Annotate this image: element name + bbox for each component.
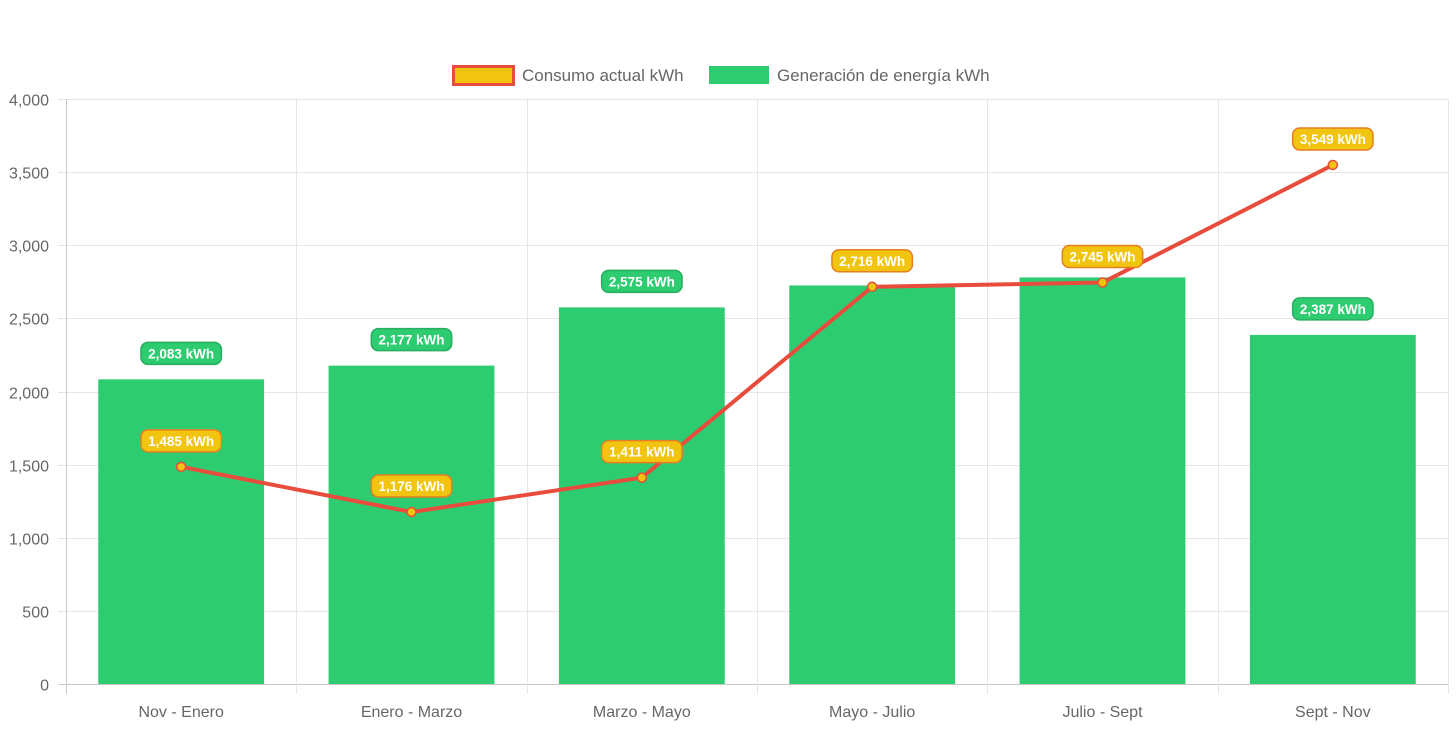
data-label-generacion-text: 2,177 kWh [378, 333, 444, 348]
data-label-generacion-text: 2,083 kWh [148, 346, 214, 361]
data-label-consumo-box [831, 249, 914, 273]
y-tick-label: 1,000 [9, 532, 49, 549]
point-consumo[interactable] [1097, 277, 1108, 288]
y-tick-label: 0 [40, 678, 49, 695]
data-label-consumo-box [1061, 244, 1144, 269]
data-label-consumo-text: 2,716 kWh [839, 254, 905, 269]
legend-label-consumo: Consumo actual kWh [522, 66, 684, 85]
data-label-generacion: 2,177 kWh [370, 327, 453, 352]
bar-series [98, 277, 1416, 684]
data-label-consumo-text: 3,549 kWh [1300, 132, 1366, 147]
data-label-consumo-box [1291, 127, 1374, 151]
data-label-consumo-box [140, 429, 223, 453]
grid-lines [58, 99, 1449, 694]
x-tick-label: Sept - Nov [1295, 704, 1371, 721]
y-tick-label: 3,500 [9, 166, 49, 183]
legend-swatch-consumo [452, 65, 515, 86]
x-tick-label: Nov - Enero [138, 704, 223, 721]
data-label-generacion-box [370, 327, 453, 352]
x-tick-label: Mayo - Julio [829, 704, 915, 721]
y-tick-label: 2,000 [9, 386, 49, 403]
x-tick-label: Julio - Sept [1062, 704, 1143, 721]
data-label-consumo: 1,485 kWh [140, 429, 223, 453]
data-label-consumo: 1,411 kWh [600, 439, 683, 464]
data-label-generacion-text: 2,575 kWh [609, 274, 675, 289]
legend: Consumo actual kWh Generación de energía… [452, 65, 990, 86]
data-label-consumo-text: 1,411 kWh [609, 445, 674, 460]
y-tick-label: 500 [22, 605, 49, 622]
y-axis: 0 500 1,000 1,500 2,000 2,500 3,000 3,500 4,000 [9, 93, 49, 695]
data-label-consumo: 2,745 kWh [1061, 244, 1144, 269]
y-tick-label: 1,500 [9, 459, 49, 476]
bar-generacion[interactable] [328, 365, 495, 684]
data-label-generacion-box [140, 341, 223, 366]
data-label-consumo-box [370, 474, 453, 498]
data-label-consumo-box [600, 439, 683, 464]
x-axis: Nov - Enero Enero - Marzo Marzo - Mayo Mayo… [138, 704, 1370, 721]
point-consumo[interactable] [406, 506, 417, 518]
data-label-consumo-text: 1,176 kWh [378, 479, 444, 494]
data-label-consumo: 2,716 kWh [831, 249, 914, 273]
point-consumo[interactable] [1327, 159, 1339, 171]
point-consumo[interactable] [866, 281, 878, 293]
data-label-consumo-text: 1,485 kWh [148, 434, 214, 449]
y-tick-label: 4,000 [9, 93, 49, 110]
legend-label-generacion: Generación de energía kWh [777, 66, 990, 85]
point-consumo[interactable] [636, 472, 648, 483]
bar-generacion[interactable] [789, 285, 956, 684]
data-label-generacion: 2,083 kWh [140, 341, 223, 366]
data-label-consumo: 1,176 kWh [370, 474, 453, 498]
bar-generacion[interactable] [1019, 277, 1186, 684]
legend-item-consumo[interactable]: Consumo actual kWh [452, 65, 684, 86]
bar-generacion[interactable] [558, 307, 725, 684]
x-tick-label: Enero - Marzo [361, 704, 462, 721]
data-labels: 2,083 kWh 2,177 kWh 2,575 kWh 2,387 kWh 1,48… [140, 127, 1374, 498]
y-tick-label: 2,500 [9, 312, 49, 329]
bar-generacion[interactable] [1249, 334, 1416, 684]
point-consumo[interactable] [175, 461, 187, 473]
data-label-consumo-text: 2,745 kWh [1069, 250, 1135, 265]
data-label-generacion-box [600, 269, 683, 294]
bar-generacion[interactable] [98, 379, 265, 684]
data-label-generacion-box [1291, 297, 1374, 321]
legend-swatch-generacion [709, 66, 769, 84]
data-label-generacion: 2,387 kWh [1291, 297, 1374, 321]
y-tick-label: 3,000 [9, 239, 49, 256]
data-label-generacion: 2,575 kWh [600, 269, 683, 294]
data-label-consumo: 3,549 kWh [1291, 127, 1374, 151]
legend-item-generacion[interactable]: Generación de energía kWh [709, 66, 990, 85]
x-tick-label: Marzo - Mayo [593, 704, 691, 721]
data-label-generacion-text: 2,387 kWh [1300, 302, 1366, 317]
